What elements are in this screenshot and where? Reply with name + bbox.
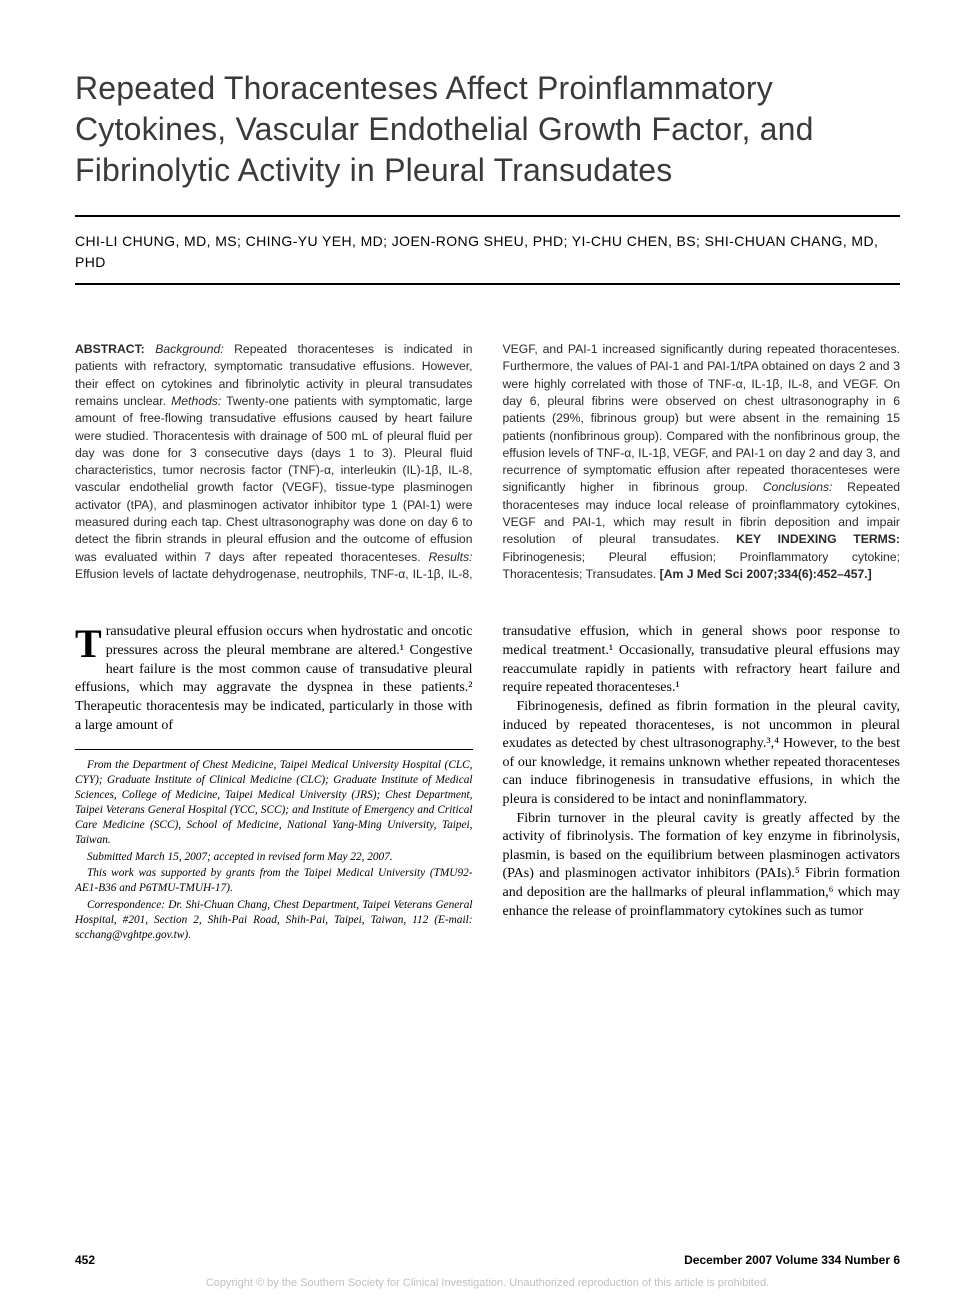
abstract-keyterms-label: KEY INDEXING TERMS: bbox=[736, 532, 900, 546]
body-paragraph-4: Fibrin turnover in the pleural cavity is… bbox=[503, 810, 901, 922]
divider-bottom bbox=[75, 283, 900, 285]
footnote-correspondence: Correspondence: Dr. Shi-Chuan Chang, Che… bbox=[75, 898, 473, 943]
body-text: Transudative pleural effusion occurs whe… bbox=[75, 623, 900, 943]
abstract-conclusions-label: Conclusions: bbox=[763, 480, 833, 494]
abstract-background-label: Background: bbox=[155, 342, 223, 356]
footnote-support: This work was supported by grants from t… bbox=[75, 866, 473, 896]
copyright-notice: Copyright © by the Southern Society for … bbox=[0, 1277, 975, 1289]
body-paragraph-1: Transudative pleural effusion occurs whe… bbox=[75, 623, 473, 735]
abstract: ABSTRACT: Background: Repeated thoracent… bbox=[75, 341, 900, 584]
page-number: 452 bbox=[75, 1253, 95, 1267]
abstract-label: ABSTRACT: bbox=[75, 342, 145, 356]
body-paragraph-2: transudative effusion, which in general … bbox=[503, 623, 901, 697]
footnote-submitted: Submitted March 15, 2007; accepted in re… bbox=[75, 850, 473, 865]
footnotes: From the Department of Chest Medicine, T… bbox=[75, 749, 473, 943]
footnote-affiliation: From the Department of Chest Medicine, T… bbox=[75, 758, 473, 847]
body-p1-text: ransudative pleural effusion occurs when… bbox=[75, 624, 473, 732]
divider-top bbox=[75, 215, 900, 217]
body-paragraph-3: Fibrinogenesis, defined as fibrin format… bbox=[503, 698, 901, 810]
abstract-citation: [Am J Med Sci 2007;334(6):452–457.] bbox=[660, 567, 872, 581]
article-title: Repeated Thoracenteses Affect Proinflamm… bbox=[75, 68, 900, 191]
dropcap: T bbox=[75, 623, 106, 661]
abstract-methods-label: Methods: bbox=[171, 394, 221, 408]
page-footer: 452 December 2007 Volume 334 Number 6 bbox=[75, 1253, 900, 1267]
author-list: CHI-LI CHUNG, MD, MS; CHING-YU YEH, MD; … bbox=[75, 231, 900, 273]
issue-info: December 2007 Volume 334 Number 6 bbox=[684, 1253, 900, 1267]
abstract-methods: Twenty-one patients with symptomatic, la… bbox=[75, 394, 473, 564]
abstract-results-label: Results: bbox=[428, 550, 472, 564]
